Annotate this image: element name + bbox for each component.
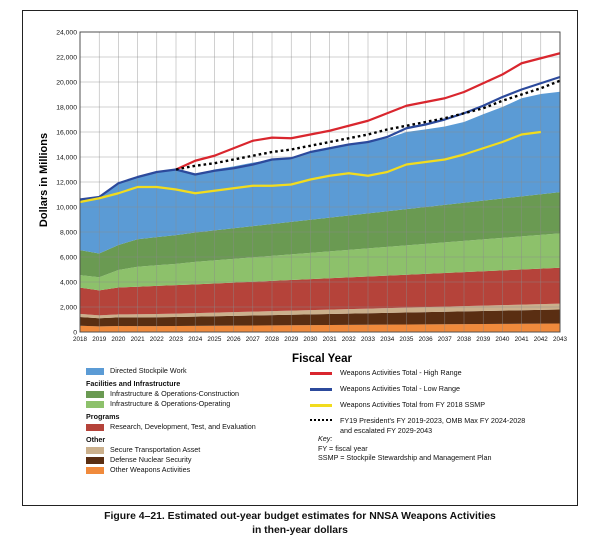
legend-label: Research, Development, Test, and Evaluat… [110,422,256,431]
area-series-3 [80,267,560,316]
x-tick-label: 2021 [131,336,146,343]
figure-caption: Figure 4–21. Estimated out-year budget e… [0,510,600,538]
legend-label: Directed Stockpile Work [110,366,187,375]
legend-label: Defense Nuclear Security [110,455,192,464]
y-tick-label: 2,000 [60,305,77,312]
line-series-3 [175,79,561,171]
y-tick-label: 12,000 [56,180,77,187]
legend-item-owa: Other Weapons Activities [86,465,190,475]
x-tick-label: 2030 [303,336,318,343]
legend-line-swatch [310,372,332,375]
legend-label: Infrastructure & Operations-Operating [110,399,231,408]
legend-item-construction: Infrastructure & Operations-Construction [86,389,239,399]
x-tick-label: 2025 [207,336,222,343]
legend-item-rdte: Research, Development, Test, and Evaluat… [86,422,256,432]
line-series-1 [79,75,561,201]
legend-swatch [86,447,104,454]
legend-label: Weapons Activities Total - Low Range [340,384,460,393]
y-tick-label: 6,000 [60,255,77,262]
x-tick-label: 2039 [476,336,491,343]
y-tick-label: 8,000 [60,230,77,237]
key-fy: FY = fiscal year [318,443,368,453]
legend-swatch [86,424,104,431]
legend-swatch [86,391,104,398]
legend-label: Weapons Activities Total from FY 2018 SS… [340,400,486,409]
x-tick-label: 2042 [534,336,549,343]
legend-item-operating: Infrastructure & Operations-Operating [86,399,230,409]
x-tick-label: 2024 [188,336,203,343]
x-tick-label: 2018 [73,336,88,343]
legend-swatch [86,368,104,375]
legend-line-swatch [310,419,332,421]
legend-label: Secure Transportation Asset [110,445,201,454]
legend-item-sta: Secure Transportation Asset [86,445,200,455]
x-tick-label: 2040 [495,336,510,343]
y-tick-label: 0 [73,330,77,337]
line-series-2 [79,130,541,204]
legend-header-programs: Programs [86,412,120,421]
y-tick-label: 24,000 [56,30,77,37]
area-series-0 [80,323,560,332]
y-tick-label: 4,000 [60,280,77,287]
chart: 0 2,000 4,000 6,000 8,000 10,000 12,000 14,000 1… [38,30,568,366]
x-tick-label: 2041 [515,336,530,343]
x-tick-label: 2027 [246,336,261,343]
legend-header-facilities: Facilities and Infrastructure [86,379,181,388]
y-axis-label: Dollars in Millions [38,133,50,227]
key-block: Key: FY = fiscal year SSMP = Stockpile S… [318,434,491,463]
x-tick-label: 2029 [284,336,299,343]
legend-label: Weapons Activities Total - High Range [340,368,462,377]
legend-label: Other Weapons Activities [110,465,191,474]
legend-swatch [86,467,104,474]
legend-swatch [86,401,104,408]
legend-line-swatch [310,388,332,391]
legend-item-dns: Defense Nuclear Security [86,455,192,465]
x-tick-label: 2043 [553,336,568,343]
key-ssmp: SSMP = Stockpile Stewardship and Managem… [318,453,492,462]
line-series-0 [175,52,561,171]
x-tick-label: 2020 [111,336,126,343]
x-tick-label: 2033 [361,336,376,343]
legend-swatch [86,457,104,464]
x-tick-label: 2023 [169,336,184,343]
legend-item-directed: Directed Stockpile Work [86,366,187,376]
legend-line-swatch [310,404,332,407]
x-tick-label: 2032 [342,336,357,343]
x-tick-label: 2028 [265,336,280,343]
legend-label: and escalated FY 2029-2043 [340,426,433,435]
area-series-4 [80,233,560,291]
legend-label: Infrastructure & Operations-Construction [110,389,240,398]
area-series-2 [80,303,560,319]
y-tick-label: 14,000 [56,155,77,162]
legend-label: FY19 President's FY 2019-2023, OMB Max F… [340,416,526,425]
x-tick-label: 2036 [419,336,434,343]
y-tick-label: 20,000 [56,80,77,87]
area-series-1 [80,309,560,327]
y-tick-label: 16,000 [56,130,77,137]
x-tick-label: 2037 [438,336,453,343]
x-tick-label: 2022 [150,336,165,343]
y-tick-label: 10,000 [56,205,77,212]
x-tick-label: 2038 [457,336,472,343]
x-tick-label: 2034 [380,336,395,343]
y-tick-label: 18,000 [56,105,77,112]
area-series-5 [80,192,560,278]
y-tick-label: 22,000 [56,55,77,62]
caption-line-2: in then-year dollars [252,525,348,536]
plot-border [79,31,561,333]
caption-line-1: Figure 4–21. Estimated out-year budget e… [104,511,496,522]
x-tick-label: 2019 [92,336,107,343]
legend-header-other: Other [86,435,106,444]
x-axis-label: Fiscal Year [292,353,352,365]
legend-left: Directed Stockpile Work Facilities and I… [86,366,256,475]
x-tick-label: 2035 [399,336,414,343]
x-tick-label: 2026 [227,336,242,343]
x-tick-label: 2031 [323,336,338,343]
key-title: Key: [318,434,333,443]
